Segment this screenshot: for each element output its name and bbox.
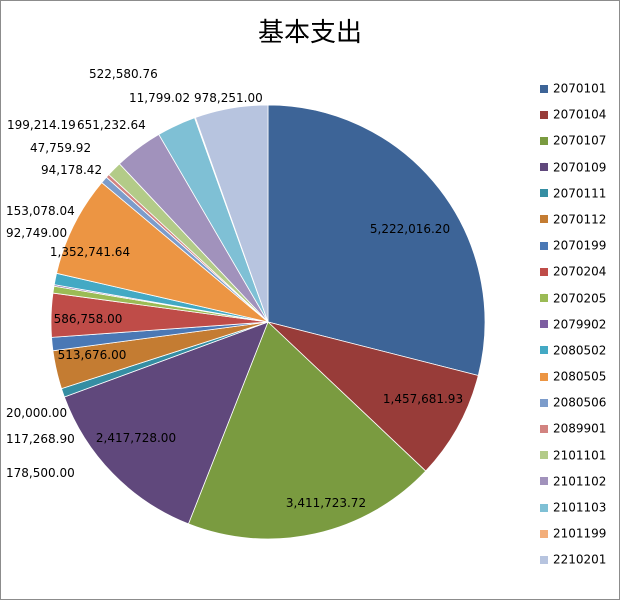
legend-item-2080505: 2080505 bbox=[540, 368, 620, 394]
legend-swatch bbox=[540, 241, 548, 250]
data-label-2101103: 522,580.76 bbox=[89, 67, 158, 81]
legend-label: 2070107 bbox=[553, 133, 607, 148]
legend-swatch bbox=[540, 451, 548, 460]
legend-swatch bbox=[540, 163, 548, 172]
legend-swatch bbox=[540, 477, 548, 486]
legend-label: 2101199 bbox=[553, 526, 607, 541]
legend-swatch bbox=[540, 320, 548, 329]
legend-label: 2101101 bbox=[553, 448, 607, 463]
data-label-2070111: 117,268.90 bbox=[6, 432, 75, 446]
data-label-2101102: 651,232.64 bbox=[77, 118, 146, 132]
legend-item-2070205: 2070205 bbox=[540, 290, 620, 316]
legend-label: 2080506 bbox=[553, 395, 607, 410]
legend-swatch bbox=[540, 136, 548, 145]
data-label-2080502: 153,078.04 bbox=[6, 204, 75, 218]
legend-item-2101103: 2101103 bbox=[540, 499, 620, 525]
legend-item-2070204: 2070204 bbox=[540, 263, 620, 289]
pie-slice-2070109 bbox=[63, 321, 269, 525]
data-label-2089901: 47,759.92 bbox=[30, 141, 91, 155]
legend-swatch bbox=[540, 110, 548, 119]
legend-label: 2070111 bbox=[553, 186, 607, 201]
data-label-2070109: 2,417,728.00 bbox=[96, 431, 176, 445]
data-label-2070204: 586,758.00 bbox=[54, 312, 123, 326]
legend-label: 2089901 bbox=[553, 421, 607, 436]
legend-item-2101199: 2101199 bbox=[540, 525, 620, 551]
data-label-2070104: 1,457,681.93 bbox=[383, 392, 463, 406]
legend-swatch bbox=[540, 189, 548, 198]
legend-swatch bbox=[540, 503, 548, 512]
legend-item-2101102: 2101102 bbox=[540, 473, 620, 499]
legend-label: 2070109 bbox=[553, 160, 607, 175]
data-label-2080505: 1,352,741.64 bbox=[50, 245, 130, 259]
legend-label: 2101103 bbox=[553, 500, 607, 515]
data-label-2070107: 3,411,723.72 bbox=[286, 496, 366, 510]
data-label-2101101: 199,214.19 bbox=[7, 118, 76, 132]
data-label-2070205: 92,749.00 bbox=[6, 226, 67, 240]
legend-swatch bbox=[540, 267, 548, 276]
legend-item-2070112: 2070112 bbox=[540, 211, 620, 237]
legend-label: 2080502 bbox=[553, 343, 607, 358]
data-label-2080506: 94,178.42 bbox=[41, 163, 102, 177]
legend-swatch bbox=[540, 215, 548, 224]
legend-item-2080506: 2080506 bbox=[540, 394, 620, 420]
legend: 2070101 2070104 2070107 2070109 2070111 20701… bbox=[540, 80, 620, 578]
data-label-2079902: 20,000.00 bbox=[6, 406, 67, 420]
legend-item-2070104: 2070104 bbox=[540, 106, 620, 132]
legend-item-2210201: 2210201 bbox=[540, 551, 620, 577]
legend-item-2070107: 2070107 bbox=[540, 132, 620, 158]
legend-label: 2079902 bbox=[553, 317, 607, 332]
legend-item-2079902: 2079902 bbox=[540, 316, 620, 342]
legend-label: 2080505 bbox=[553, 369, 607, 384]
data-label-2070112: 513,676.00 bbox=[58, 348, 127, 362]
legend-swatch bbox=[540, 398, 548, 407]
legend-item-2101101: 2101101 bbox=[540, 447, 620, 473]
legend-label: 2101102 bbox=[553, 474, 607, 489]
legend-item-2089901: 2089901 bbox=[540, 420, 620, 446]
legend-item-2080502: 2080502 bbox=[540, 342, 620, 368]
pie-slice-2070104 bbox=[266, 321, 479, 472]
legend-swatch bbox=[540, 372, 548, 381]
legend-item-2070101: 2070101 bbox=[540, 80, 620, 106]
legend-swatch bbox=[540, 529, 548, 538]
pie-slice-2070101 bbox=[267, 104, 486, 376]
legend-swatch bbox=[540, 424, 548, 433]
legend-label: 2070199 bbox=[553, 238, 607, 253]
chart-title: 基本支出 bbox=[257, 18, 362, 48]
legend-item-2070109: 2070109 bbox=[540, 159, 620, 185]
legend-label: 2070204 bbox=[553, 264, 607, 279]
legend-label: 2070205 bbox=[553, 291, 607, 305]
data-label-2210201: 978,251.00 bbox=[194, 91, 263, 105]
legend-label: 2070104 bbox=[553, 107, 607, 122]
pie-slice-2210201 bbox=[194, 104, 269, 323]
data-label-2101199: 11,799.02 bbox=[129, 91, 190, 105]
legend-item-2070111: 2070111 bbox=[540, 185, 620, 211]
legend-swatch bbox=[540, 346, 548, 355]
legend-swatch bbox=[540, 294, 548, 302]
data-label-2070199: 178,500.00 bbox=[6, 466, 75, 480]
legend-item-2070199: 2070199 bbox=[540, 237, 620, 263]
data-label-2070101: 5,222,016.20 bbox=[370, 222, 450, 236]
pie-slice-2080505 bbox=[56, 182, 269, 323]
legend-label: 2070101 bbox=[553, 81, 607, 96]
legend-swatch bbox=[540, 84, 548, 93]
legend-label: 2210201 bbox=[553, 552, 607, 567]
legend-label: 2070112 bbox=[553, 212, 607, 227]
pie-slice-2070107 bbox=[187, 321, 427, 540]
legend-swatch bbox=[540, 555, 548, 564]
